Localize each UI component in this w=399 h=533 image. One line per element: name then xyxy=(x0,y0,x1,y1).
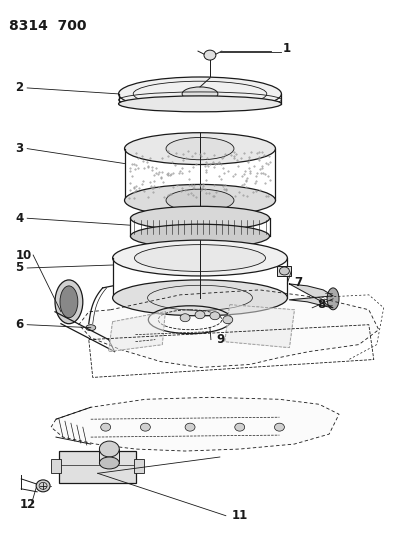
Ellipse shape xyxy=(134,245,266,271)
Polygon shape xyxy=(225,305,294,348)
Text: 1: 1 xyxy=(282,42,290,55)
Bar xyxy=(277,266,291,276)
Text: 7: 7 xyxy=(294,277,302,289)
Ellipse shape xyxy=(185,423,195,431)
Text: 8314  700: 8314 700 xyxy=(9,19,87,33)
Polygon shape xyxy=(79,290,379,367)
Ellipse shape xyxy=(327,288,339,310)
Ellipse shape xyxy=(124,184,275,216)
Ellipse shape xyxy=(180,314,190,322)
Ellipse shape xyxy=(166,189,234,212)
Ellipse shape xyxy=(210,312,220,320)
Ellipse shape xyxy=(119,77,281,111)
Ellipse shape xyxy=(130,206,269,230)
Bar xyxy=(134,459,144,473)
Text: 10: 10 xyxy=(15,248,32,262)
Ellipse shape xyxy=(60,286,78,318)
Text: 6: 6 xyxy=(15,318,24,331)
Ellipse shape xyxy=(113,280,287,316)
Ellipse shape xyxy=(204,50,216,60)
Ellipse shape xyxy=(119,96,281,112)
Text: 9: 9 xyxy=(216,333,224,346)
Text: 5: 5 xyxy=(15,262,24,274)
Ellipse shape xyxy=(275,423,284,431)
Text: 8: 8 xyxy=(317,298,326,311)
Ellipse shape xyxy=(166,138,234,160)
Ellipse shape xyxy=(124,133,275,165)
Ellipse shape xyxy=(99,457,119,469)
Ellipse shape xyxy=(86,325,96,330)
Ellipse shape xyxy=(99,441,119,457)
Ellipse shape xyxy=(130,224,269,248)
Ellipse shape xyxy=(235,423,245,431)
Text: 11: 11 xyxy=(232,509,248,522)
Text: 2: 2 xyxy=(15,82,24,94)
Ellipse shape xyxy=(223,316,233,324)
Ellipse shape xyxy=(101,423,111,431)
Ellipse shape xyxy=(55,280,83,324)
Ellipse shape xyxy=(36,480,50,492)
Ellipse shape xyxy=(195,311,205,319)
Polygon shape xyxy=(51,397,339,451)
Text: 4: 4 xyxy=(15,212,24,225)
Ellipse shape xyxy=(279,267,289,275)
Text: 3: 3 xyxy=(15,142,24,155)
Bar xyxy=(59,451,136,483)
Polygon shape xyxy=(289,284,333,308)
Text: 12: 12 xyxy=(19,498,36,511)
Ellipse shape xyxy=(182,87,218,101)
Ellipse shape xyxy=(140,423,150,431)
Polygon shape xyxy=(109,312,165,352)
Ellipse shape xyxy=(113,240,287,276)
Bar xyxy=(51,459,61,473)
